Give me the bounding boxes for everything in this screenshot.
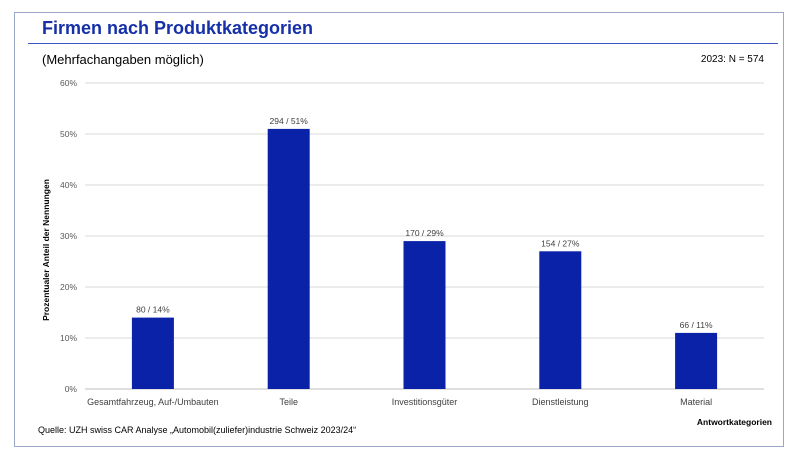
y-tick-label: 0% xyxy=(65,384,78,394)
y-tick-label: 40% xyxy=(60,180,77,190)
x-axis-label: Antwortkategorien xyxy=(697,417,772,427)
bar xyxy=(131,317,174,389)
sample-size-label: 2023: N = 574 xyxy=(700,54,764,65)
bar-data-label: 80 / 14% xyxy=(136,305,170,315)
bar xyxy=(675,332,718,389)
chart-bars xyxy=(131,128,718,389)
x-tick-label: Material xyxy=(680,397,712,407)
x-axis-ticks: Gesamtfahrzeug, Auf-/Umbauten Teile Invest… xyxy=(87,397,712,407)
bar xyxy=(267,128,310,389)
y-tick-label: 10% xyxy=(60,333,77,343)
chart-subtitle: (Mehrfachangaben möglich) xyxy=(42,52,204,67)
y-tick-label: 50% xyxy=(60,129,77,139)
bar-data-label: 170 / 29% xyxy=(405,228,444,238)
x-tick-label: Dienstleistung xyxy=(532,397,589,407)
y-tick-label: 30% xyxy=(60,231,77,241)
slide-frame xyxy=(14,12,784,447)
page-title: Firmen nach Produktkategorien xyxy=(42,18,314,38)
bar-data-label: 294 / 51% xyxy=(270,116,309,126)
x-tick-label: Gesamtfahrzeug, Auf-/Umbauten xyxy=(87,397,219,407)
data-labels: 80 / 14% 294 / 51% 170 / 29% 154 / 27% 66 / … xyxy=(136,116,713,330)
x-tick-label: Teile xyxy=(279,397,298,407)
bar-data-label: 154 / 27% xyxy=(541,238,580,248)
y-axis-label: Prozentualer Anteil der Nennungen xyxy=(41,179,51,321)
bar-data-label: 66 / 11% xyxy=(680,320,713,330)
source-note: Quelle: UZH swiss CAR Analyse „Automobil… xyxy=(38,425,357,435)
bar xyxy=(403,241,446,389)
chart-grid xyxy=(85,82,764,390)
y-tick-label: 60% xyxy=(60,78,77,88)
y-tick-label: 20% xyxy=(60,282,77,292)
x-tick-label: Investitionsgüter xyxy=(392,397,458,407)
title-divider xyxy=(28,43,778,44)
y-axis-ticks: 0% 10% 20% 30% 40% 50% 60% xyxy=(60,78,77,394)
bar xyxy=(539,251,582,389)
